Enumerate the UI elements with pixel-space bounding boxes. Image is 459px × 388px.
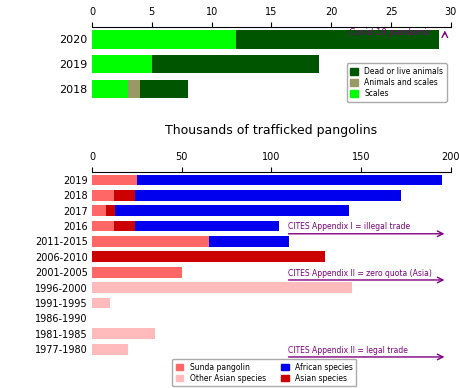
Title: Thousands of trafficked pangolins: Thousands of trafficked pangolins [165,125,377,137]
Bar [92,298,110,308]
Bar [137,175,441,185]
Bar [92,175,137,185]
Bar [92,251,325,262]
Bar [92,205,106,216]
Bar [92,282,352,293]
Legend: Sunda pangolin, Other Asian species, African species, Asian species: Sunda pangolin, Other Asian species, Afr… [172,359,356,386]
Bar [235,30,438,49]
Text: CITES Appendix II = legal trade: CITES Appendix II = legal trade [287,346,407,355]
Bar [92,221,113,232]
Bar [113,221,135,232]
Bar [92,55,151,73]
Bar [135,221,278,232]
Bar [208,236,289,247]
Text: Covid-19 pandemic: Covid-19 pandemic [348,28,430,37]
Bar [92,267,181,278]
Bar [92,190,113,201]
Bar [92,80,128,98]
Bar [128,80,140,98]
Bar [92,30,235,49]
Bar [115,205,348,216]
Bar [135,190,400,201]
Bar [151,55,319,73]
Bar [106,205,115,216]
Text: CITES Appendix I = illegal trade: CITES Appendix I = illegal trade [287,222,409,232]
Text: CITES Appendix II = zero quota (Asia): CITES Appendix II = zero quota (Asia) [287,268,431,278]
Bar [92,329,155,339]
Bar [92,236,208,247]
Bar [113,190,135,201]
Legend: Dead or live animals, Animals and scales, Scales: Dead or live animals, Animals and scales… [346,63,446,102]
Bar [140,80,187,98]
Bar [92,344,128,355]
